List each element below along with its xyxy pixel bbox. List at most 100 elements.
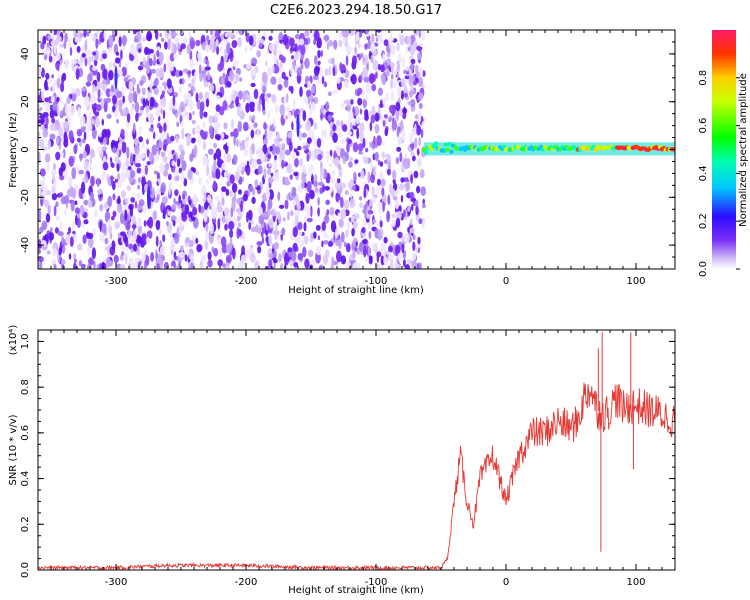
noise-cell: [277, 137, 283, 142]
noise-cell: [329, 177, 336, 184]
colorbar-tick-label: 0.8: [698, 70, 709, 86]
noise-cell: [246, 160, 250, 169]
noise-cell: [163, 83, 167, 91]
noise-cell: [170, 135, 175, 142]
noise-cell: [51, 117, 56, 124]
x-tick-label: -100: [365, 577, 388, 588]
noise-cell: [404, 264, 411, 269]
noise-cell: [235, 96, 240, 107]
noise-cell: [120, 190, 126, 199]
noise-cell: [340, 197, 344, 209]
y-tick-label: 0.2: [20, 516, 31, 532]
noise-cell: [91, 118, 95, 125]
noise-cell: [38, 256, 44, 263]
noise-cell: [330, 220, 337, 233]
noise-cell: [74, 200, 78, 206]
noise-cell: [101, 79, 107, 85]
noise-cell: [417, 148, 420, 156]
noise-cell: [97, 146, 103, 152]
noise-cell: [353, 220, 358, 229]
noise-cell: [163, 63, 167, 73]
signal-cell: [445, 147, 450, 152]
noise-cell: [149, 187, 156, 199]
noise-cell: [181, 214, 187, 222]
noise-cell: [367, 39, 372, 50]
noise-cell: [326, 42, 330, 50]
noise-cell: [253, 122, 258, 128]
noise-cell: [56, 77, 61, 89]
noise-cell: [279, 104, 286, 116]
noise-cell: [251, 158, 258, 169]
noise-cell: [341, 63, 346, 72]
noise-cell: [137, 65, 144, 71]
noise-cell: [208, 204, 211, 210]
noise-cell: [199, 259, 203, 269]
noise-cell: [363, 156, 369, 164]
noise-cell: [221, 197, 225, 206]
noise-cell: [404, 79, 409, 84]
noise-cell: [180, 171, 185, 183]
noise-cell: [208, 83, 215, 92]
noise-cell: [272, 158, 278, 171]
noise-cell: [229, 229, 234, 239]
noise-cell: [45, 72, 50, 80]
noise-cell: [198, 203, 201, 213]
noise-cell: [90, 33, 95, 40]
noise-cell: [47, 139, 52, 150]
noise-cell: [183, 93, 187, 104]
noise-cell: [408, 90, 414, 98]
noise-cell: [342, 124, 348, 132]
noise-cell: [195, 39, 201, 47]
noise-cell: [168, 210, 172, 217]
y-tick-label: 1.0: [20, 333, 31, 349]
noise-cell: [293, 97, 296, 110]
noise-cell: [348, 161, 353, 168]
noise-cell: [178, 222, 184, 228]
noise-cell: [162, 96, 166, 107]
noise-cell: [399, 152, 403, 163]
noise-cell: [411, 259, 418, 269]
noise-cell: [323, 81, 327, 88]
noise-cell: [146, 236, 150, 244]
noise-cell: [380, 255, 385, 266]
noise-cell: [405, 180, 411, 192]
noise-cell: [311, 150, 315, 158]
noise-cell: [167, 38, 171, 51]
noise-cell: [350, 99, 354, 105]
noise-cell: [52, 82, 56, 93]
noise-cell: [339, 131, 343, 138]
noise-cell: [148, 73, 151, 81]
noise-cell: [38, 151, 41, 163]
noise-cell: [312, 138, 319, 147]
noise-cell: [216, 233, 220, 245]
noise-cell: [376, 135, 382, 147]
noise-cell: [261, 212, 268, 218]
noise-cell: [107, 225, 113, 234]
noise-cell: [197, 51, 202, 60]
noise-cell: [343, 79, 349, 89]
y-tick-label: -40: [20, 237, 31, 253]
noise-cell: [263, 168, 267, 180]
noise-cell: [409, 191, 415, 199]
noise-cell: [394, 211, 398, 218]
noise-cell: [277, 84, 283, 91]
noise-cell: [225, 254, 232, 264]
noise-cell: [407, 43, 411, 48]
noise-cell: [134, 101, 140, 113]
noise-cell: [87, 236, 94, 249]
noise-cell: [124, 197, 129, 204]
noise-cell: [121, 66, 127, 77]
noise-cell: [392, 169, 397, 180]
noise-cell: [390, 188, 396, 197]
noise-cell: [136, 192, 141, 200]
noise-cell: [118, 141, 122, 151]
noise-cell: [77, 106, 82, 118]
noise-cell: [102, 161, 109, 171]
noise-cell: [411, 252, 417, 261]
noise-cell: [63, 120, 69, 129]
noise-cell: [176, 158, 181, 168]
noise-cell: [287, 131, 293, 139]
noise-cell: [217, 217, 221, 230]
noise-cell: [87, 245, 91, 256]
noise-cell: [52, 243, 58, 249]
